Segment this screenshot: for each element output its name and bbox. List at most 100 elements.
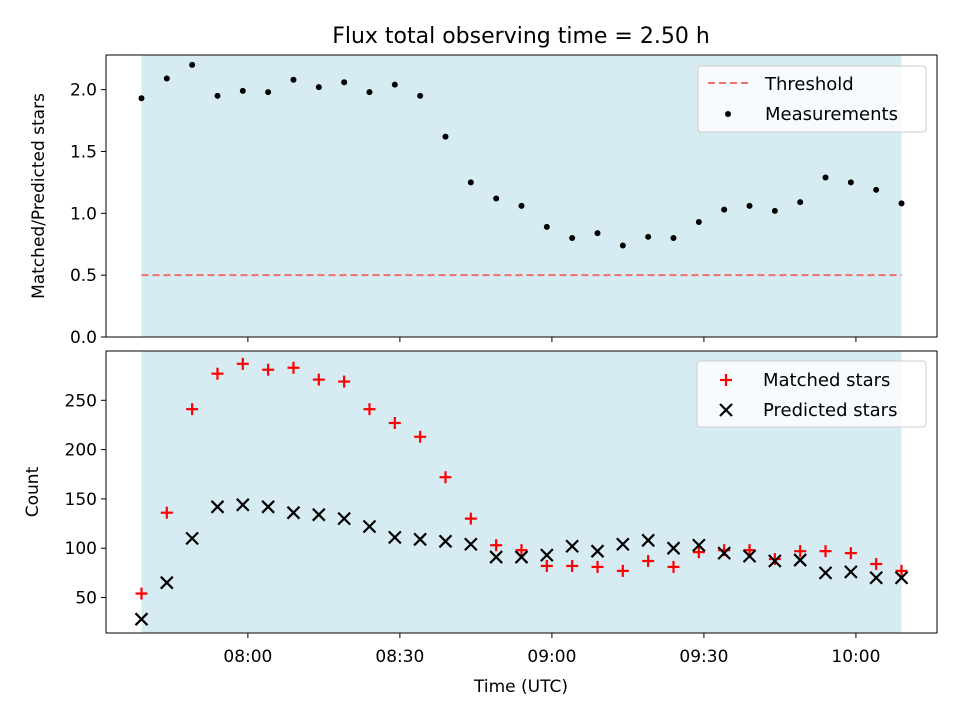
measurement-point <box>138 95 145 102</box>
chart-title: Flux total observing time = 2.50 h <box>332 24 710 49</box>
y-tick-label: 100 <box>65 539 97 559</box>
matched-star-point <box>870 557 883 570</box>
matched-star-point <box>591 560 604 573</box>
measurement-point <box>594 230 601 237</box>
legend-predicted-label: Predicted stars <box>763 400 897 421</box>
measurement-point <box>670 235 677 242</box>
measurement-point <box>847 179 854 186</box>
matched-star-markers <box>135 357 908 600</box>
y-tick-label: 200 <box>65 441 97 461</box>
top-x-axis-ticks <box>247 337 857 342</box>
measurement-point <box>543 223 550 230</box>
predicted-star-point <box>742 549 757 563</box>
x-tick-label: 09:30 <box>679 647 728 667</box>
predicted-star-point <box>464 537 478 552</box>
top-y-axis-label: Matched/Predicted stars <box>29 93 49 299</box>
matched-star-point <box>464 512 477 525</box>
predicted-star-point <box>362 519 377 534</box>
predicted-star-point <box>413 532 427 547</box>
predicted-star-point <box>692 538 706 553</box>
bottom-legend-box <box>696 360 927 428</box>
top-legend-box <box>697 65 927 133</box>
measurement-point <box>619 242 626 249</box>
measurement-point <box>746 202 753 209</box>
predicted-star-point <box>616 537 630 552</box>
predicted-star-point <box>894 571 909 585</box>
measurement-points <box>138 61 905 249</box>
bottom-legend: Matched stars Predicted stars <box>696 360 927 428</box>
matched-star-point <box>135 587 148 600</box>
predicted-star-point <box>641 533 655 548</box>
y-tick-label: 150 <box>65 490 97 510</box>
y-tick-label: 1.5 <box>70 142 97 162</box>
y-tick-label: 1.0 <box>70 204 97 224</box>
measurement-point <box>569 235 576 242</box>
measurement-point <box>518 202 525 209</box>
predicted-star-point <box>540 548 554 562</box>
measurement-point <box>189 61 196 68</box>
measurement-point <box>721 206 728 213</box>
matched-star-point <box>667 560 680 573</box>
predicted-star-point <box>844 565 858 579</box>
predicted-star-markers <box>134 498 909 626</box>
predicted-star-point <box>869 571 883 585</box>
matched-star-point <box>439 471 452 484</box>
measurement-point <box>265 89 272 96</box>
measurement-point <box>341 79 348 86</box>
measurement-point <box>239 87 246 94</box>
predicted-star-point <box>565 539 579 554</box>
matched-star-point <box>844 547 857 560</box>
measurement-point <box>797 199 804 206</box>
y-tick-label: 0.5 <box>70 266 97 286</box>
matched-star-point <box>566 559 579 572</box>
measurement-point <box>771 207 778 214</box>
matched-star-point <box>743 544 756 557</box>
matched-star-point <box>211 367 224 380</box>
legend-threshold-label: Threshold <box>764 74 854 95</box>
matched-star-point <box>490 539 503 552</box>
bottom-x-axis-ticks: 08:00 08:30 09:00 09:30 10:00 <box>223 633 880 667</box>
predicted-star-point <box>236 498 250 512</box>
matched-star-point <box>768 553 781 566</box>
measurement-point <box>290 76 297 83</box>
matched-star-point <box>160 506 173 519</box>
measurement-point <box>822 174 829 181</box>
y-tick-label: 0.0 <box>70 328 97 348</box>
matched-star-point <box>388 416 401 429</box>
predicted-star-point <box>210 500 225 514</box>
matched-star-point <box>819 545 832 558</box>
predicted-star-point <box>286 505 301 520</box>
matched-star-point <box>338 375 351 388</box>
bottom-panel: 50 100 150 200 250 08:00 08:30 09:00 09:30 10:00… <box>23 350 938 697</box>
y-tick-label: 2.0 <box>70 81 97 101</box>
y-tick-label: 250 <box>65 391 97 411</box>
matched-star-point <box>642 555 655 568</box>
matched-star-point <box>540 559 553 572</box>
matched-star-point <box>414 430 427 443</box>
measurement-point <box>417 92 424 99</box>
predicted-star-point <box>793 553 807 567</box>
x-tick-label: 08:00 <box>223 647 272 667</box>
bottom-y-axis-label: Count <box>23 466 43 517</box>
legend-predicted-swatch <box>719 403 733 417</box>
y-tick-label: 50 <box>75 589 97 609</box>
predicted-star-point <box>489 550 503 564</box>
predicted-star-point <box>261 500 275 514</box>
measurement-point <box>493 195 500 202</box>
matched-star-point <box>895 564 908 577</box>
matched-star-point <box>236 357 249 370</box>
bottom-y-axis-ticks: 50 100 150 200 250 <box>65 391 106 609</box>
matched-star-point <box>794 545 807 558</box>
bottom-x-axis-label: Time (UTC) <box>473 677 568 697</box>
bottom-plot-frame <box>105 350 938 634</box>
legend-matched-swatch <box>720 374 732 386</box>
predicted-star-point <box>185 531 199 546</box>
measurement-point <box>898 200 905 207</box>
predicted-star-point <box>666 541 681 555</box>
measurement-point <box>214 92 221 99</box>
measurement-point <box>467 179 474 186</box>
predicted-star-point <box>438 534 453 549</box>
measurement-point <box>391 81 398 88</box>
matched-star-point <box>262 363 275 376</box>
